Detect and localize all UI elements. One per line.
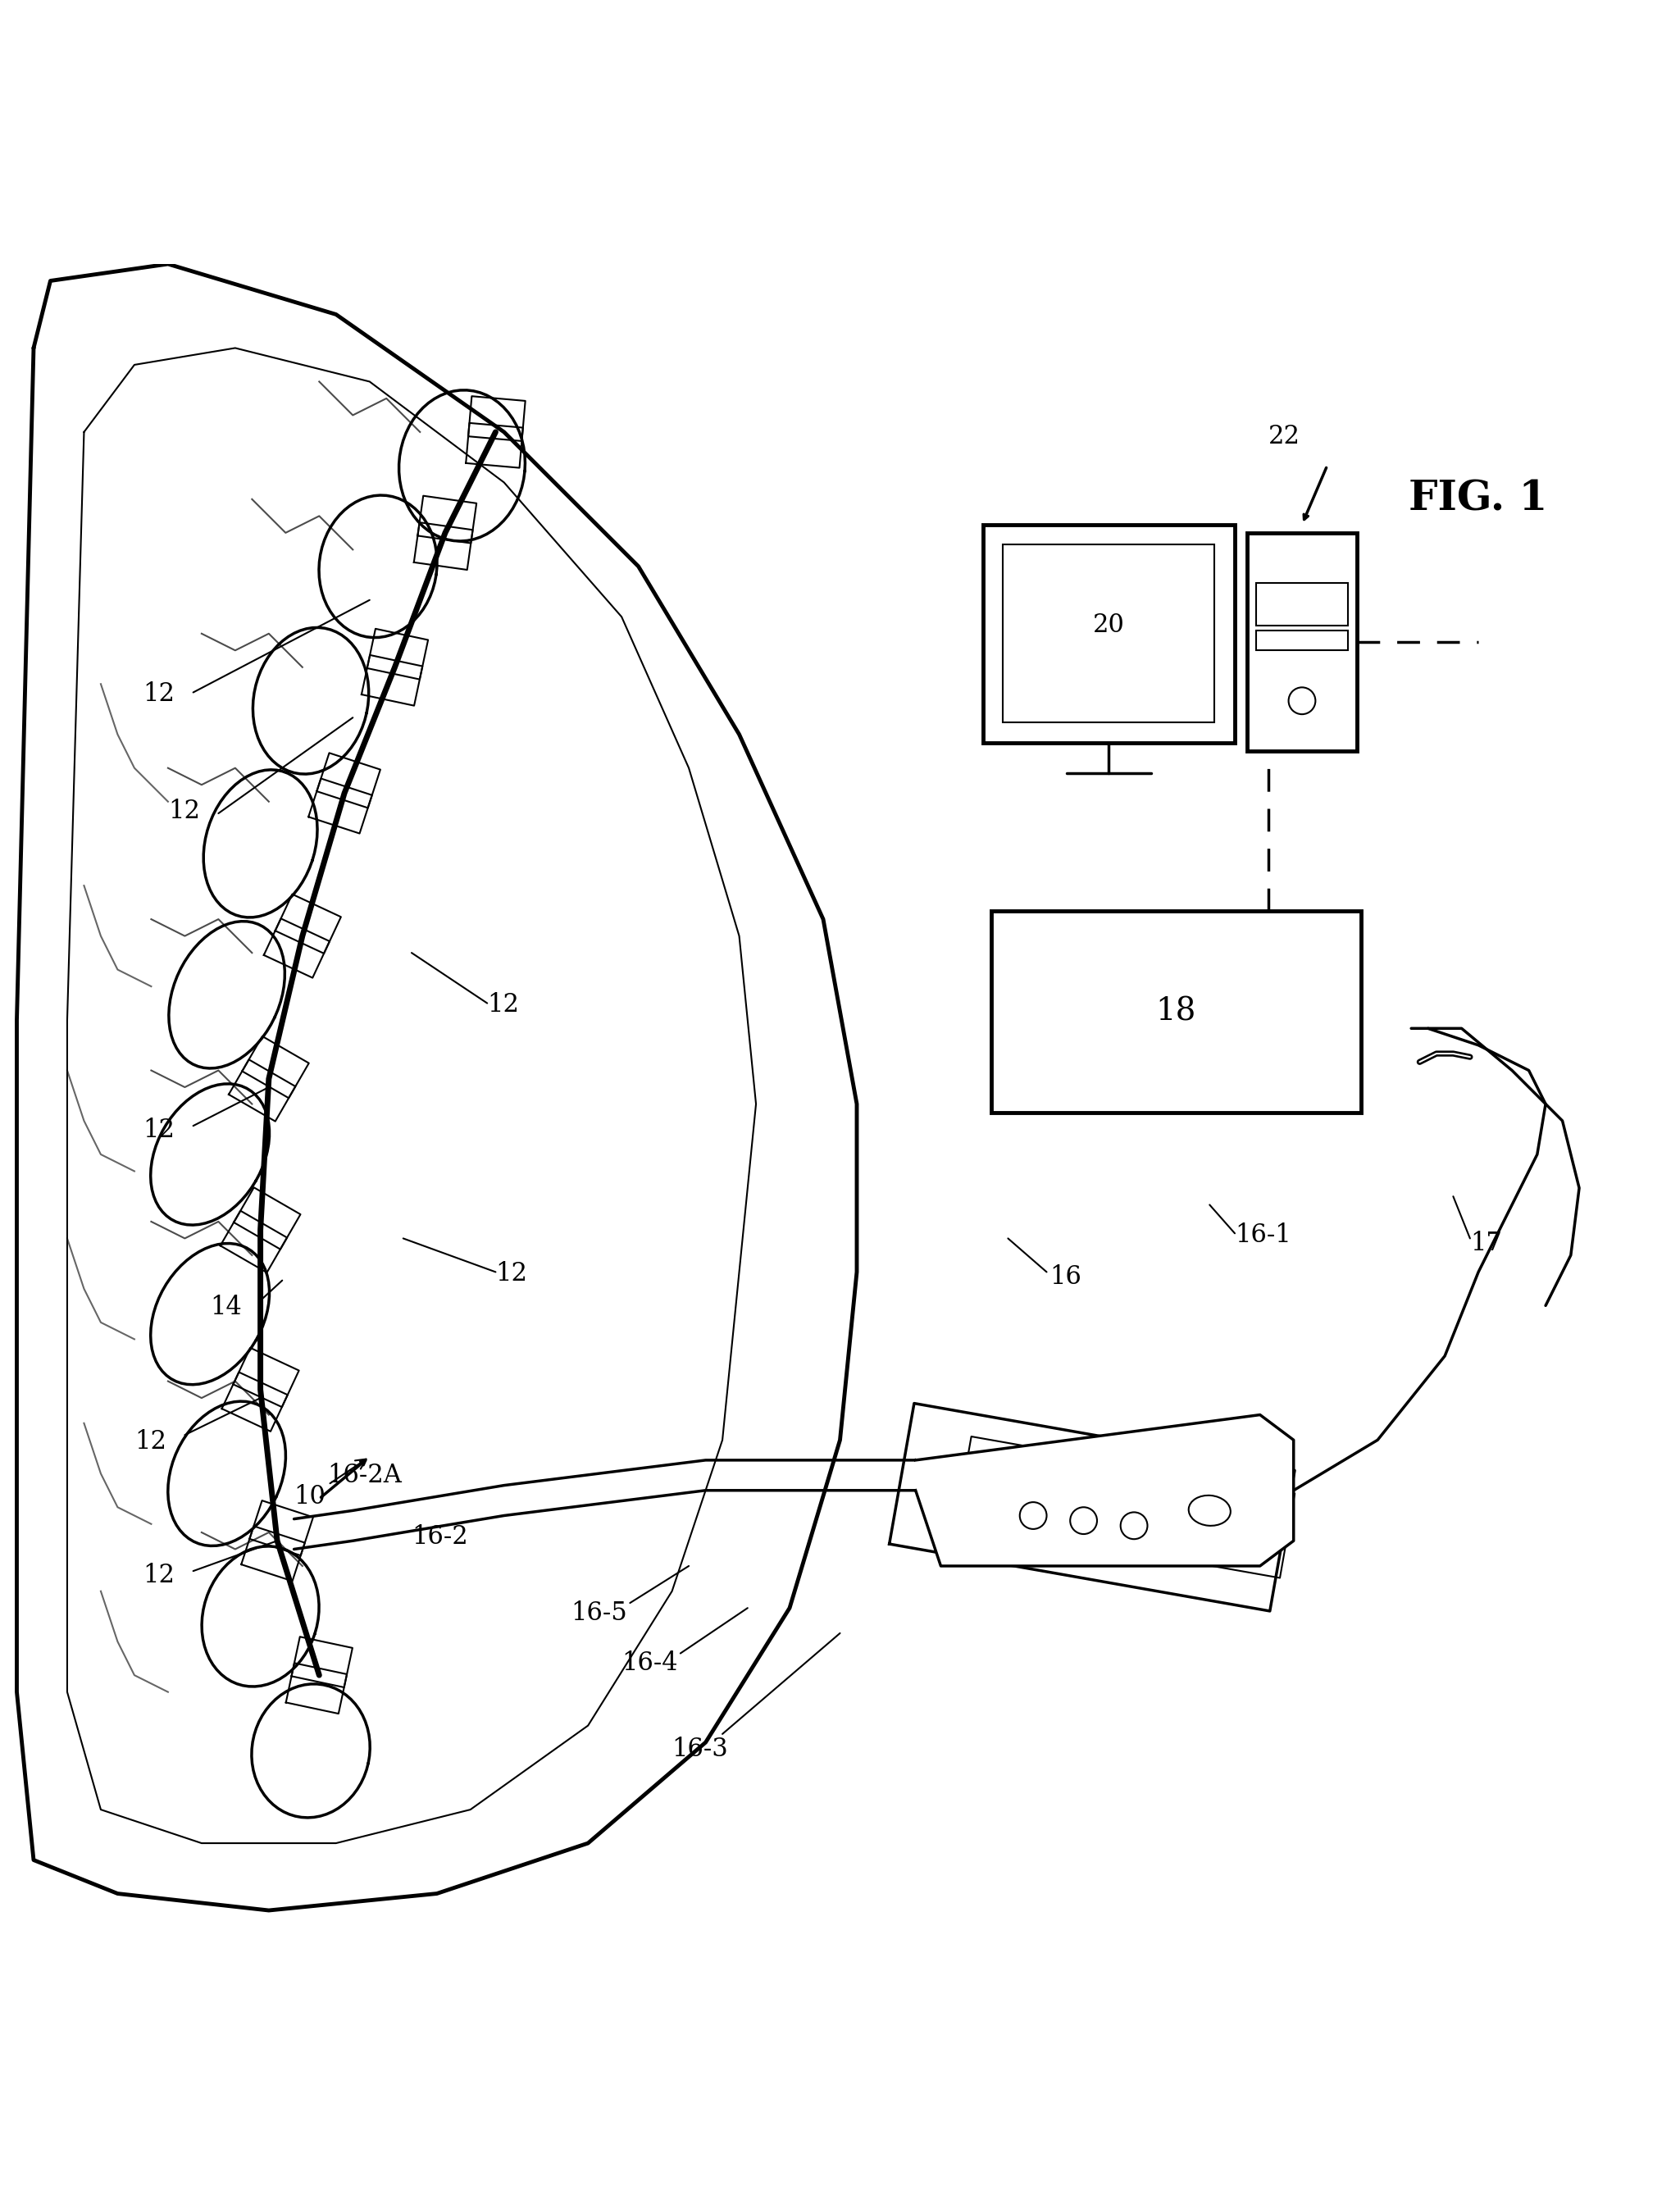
Text: 12: 12	[134, 1429, 166, 1455]
Text: 16-2: 16-2	[412, 1524, 469, 1550]
Text: 16-4: 16-4	[622, 1649, 677, 1676]
Text: 12: 12	[496, 1261, 528, 1285]
Text: 16-3: 16-3	[672, 1735, 729, 1762]
Text: 16-5: 16-5	[571, 1601, 628, 1625]
FancyBboxPatch shape	[1247, 532, 1357, 751]
Text: 16: 16	[1050, 1265, 1082, 1289]
Text: 12: 12	[143, 680, 175, 707]
Text: 16-2A: 16-2A	[328, 1462, 402, 1488]
Text: FIG. 1: FIG. 1	[1410, 479, 1547, 519]
Text: 12: 12	[143, 1117, 175, 1144]
Text: 16-1: 16-1	[1235, 1221, 1292, 1248]
FancyBboxPatch shape	[1003, 545, 1215, 722]
Polygon shape	[916, 1415, 1294, 1565]
Text: 17: 17	[1470, 1230, 1502, 1256]
FancyBboxPatch shape	[1255, 629, 1347, 651]
Text: 12: 12	[487, 991, 519, 1018]
Text: 14: 14	[210, 1294, 242, 1320]
FancyBboxPatch shape	[991, 912, 1361, 1113]
Text: 18: 18	[1156, 996, 1196, 1027]
FancyBboxPatch shape	[1255, 583, 1347, 625]
FancyBboxPatch shape	[983, 526, 1235, 742]
Text: 22: 22	[1268, 424, 1300, 450]
Text: 20: 20	[1094, 612, 1124, 638]
Text: 12: 12	[168, 799, 200, 824]
Text: 10: 10	[294, 1459, 366, 1510]
Text: 12: 12	[143, 1563, 175, 1588]
